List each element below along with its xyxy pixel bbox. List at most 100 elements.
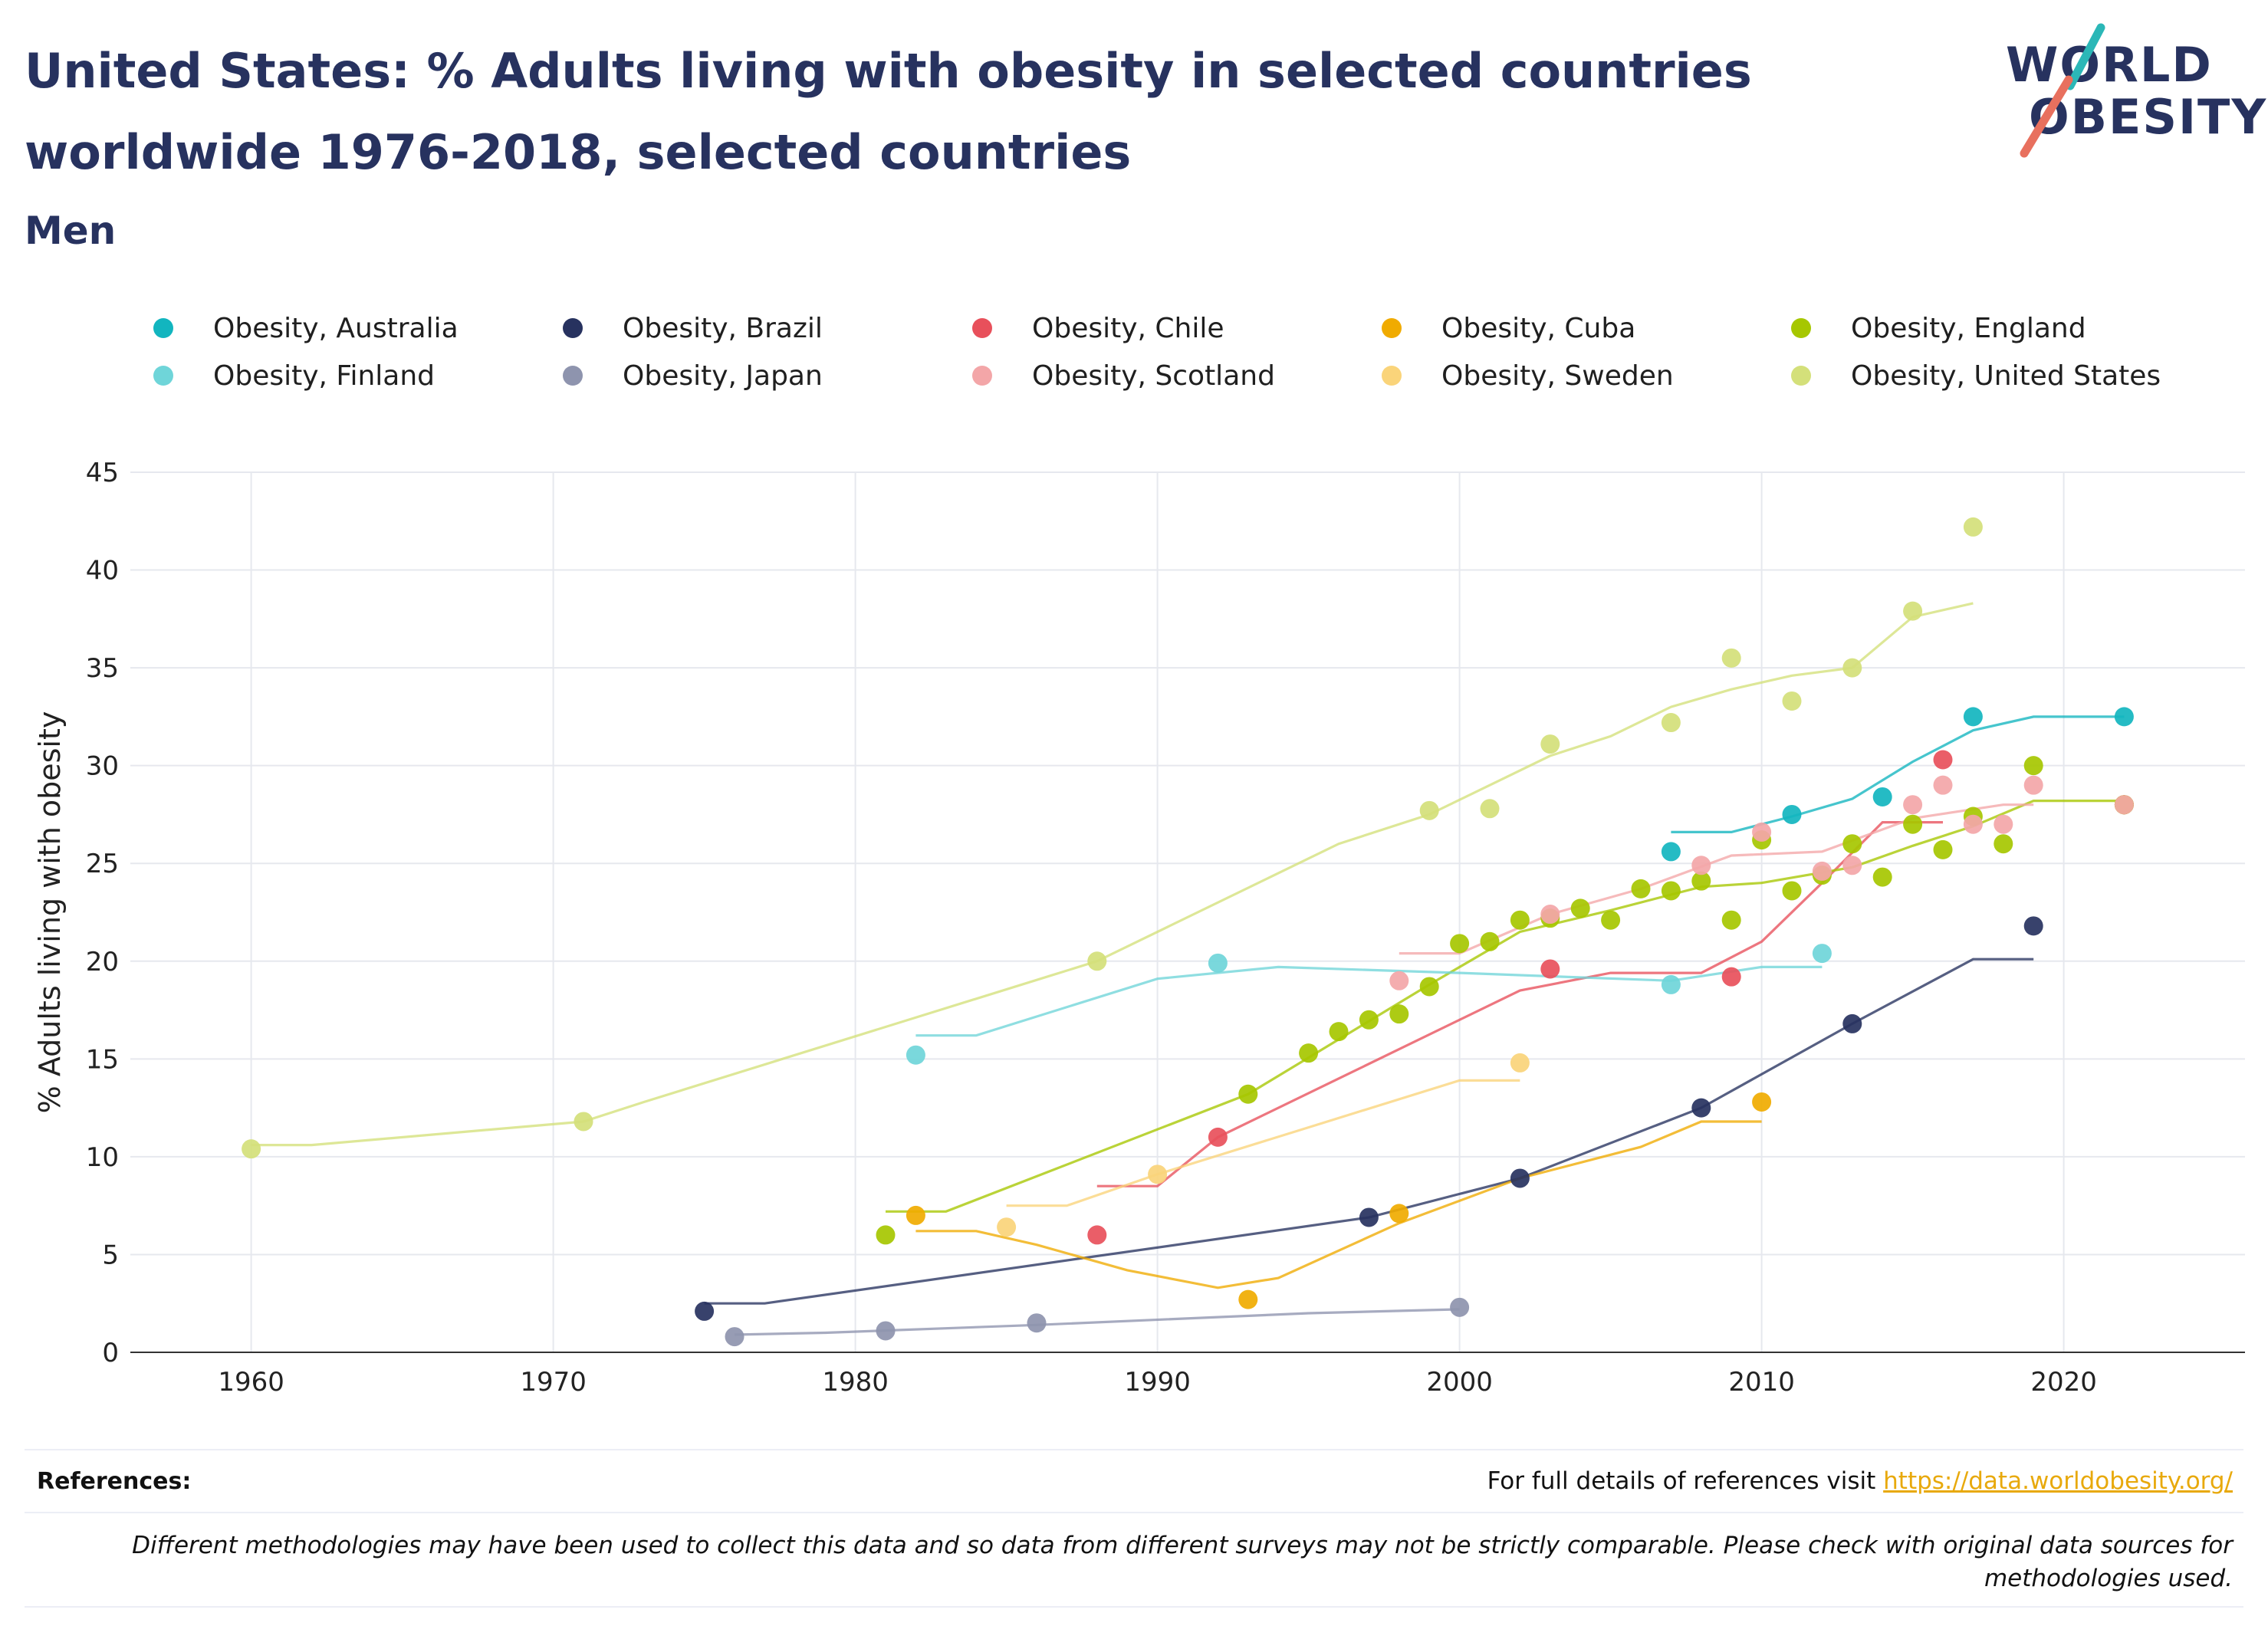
data-point-obesity-brazil-1997[interactable]: [1359, 1207, 1379, 1227]
data-point-obesity-cuba-1993[interactable]: [1238, 1289, 1258, 1309]
data-point-obesity-japan-2000[interactable]: [1450, 1297, 1470, 1317]
data-point-obesity-scotland-2008[interactable]: [1691, 856, 1711, 875]
data-point-obesity-sweden-1985[interactable]: [997, 1217, 1017, 1237]
data-point-obesity-england-2001[interactable]: [1480, 931, 1500, 951]
legend-item-obesity-cuba[interactable]: Obesity, Cuba: [1382, 305, 1635, 351]
data-point-obesity-sweden-1990[interactable]: [1148, 1164, 1168, 1184]
data-point-obesity-england-2005[interactable]: [1601, 910, 1621, 930]
data-point-obesity-england-1997[interactable]: [1359, 1010, 1379, 1030]
data-point-obesity-japan-1976[interactable]: [725, 1327, 744, 1347]
data-point-obesity-finland-1982[interactable]: [906, 1045, 925, 1065]
data-point-obesity-cuba-1998[interactable]: [1389, 1204, 1409, 1224]
data-point-obesity-united-states-2009[interactable]: [1721, 648, 1741, 668]
legend-item-obesity-scotland[interactable]: Obesity, Scotland: [972, 353, 1275, 399]
legend-item-obesity-sweden[interactable]: Obesity, Sweden: [1382, 353, 1674, 399]
chart-title-line1: United States: % Adults living with obes…: [25, 43, 1752, 99]
data-point-obesity-finland-2012[interactable]: [1812, 944, 1832, 964]
legend-marker-icon: [1791, 318, 1811, 338]
data-point-obesity-australia-2017[interactable]: [1963, 707, 1983, 727]
legend-marker-icon: [972, 366, 992, 386]
legend-item-obesity-japan[interactable]: Obesity, Japan: [563, 353, 823, 399]
data-point-obesity-united-states-1988[interactable]: [1087, 951, 1107, 971]
legend-label: Obesity, Scotland: [1032, 360, 1275, 392]
data-point-obesity-chile-2003[interactable]: [1540, 959, 1560, 979]
data-point-obesity-scotland-2016[interactable]: [1933, 775, 1953, 795]
data-point-obesity-england-2008[interactable]: [1691, 871, 1711, 891]
data-point-obesity-england-1999[interactable]: [1419, 977, 1439, 997]
data-point-obesity-scotland-2018[interactable]: [1994, 814, 2013, 834]
data-point-obesity-england-1993[interactable]: [1238, 1084, 1258, 1104]
data-point-obesity-scotland-2019[interactable]: [2023, 775, 2043, 795]
legend-item-obesity-england[interactable]: Obesity, England: [1791, 305, 2086, 351]
data-point-obesity-scotland-2013[interactable]: [1842, 856, 1862, 875]
data-point-obesity-scotland-1998[interactable]: [1389, 971, 1409, 990]
data-point-obesity-united-states-2007[interactable]: [1661, 713, 1681, 733]
y-tick-label-45: 45: [86, 458, 119, 488]
data-point-obesity-england-2006[interactable]: [1631, 879, 1651, 898]
x-tick-label-1960: 1960: [218, 1367, 284, 1398]
data-point-obesity-united-states-2001[interactable]: [1480, 799, 1500, 819]
data-point-obesity-australia-2014[interactable]: [1872, 787, 1892, 806]
data-point-obesity-england-2014[interactable]: [1872, 867, 1892, 887]
data-point-obesity-brazil-2002[interactable]: [1510, 1168, 1530, 1188]
data-point-obesity-united-states-1971[interactable]: [574, 1112, 593, 1132]
data-point-obesity-sweden-2002[interactable]: [1510, 1053, 1530, 1073]
data-point-obesity-united-states-1999[interactable]: [1419, 800, 1439, 820]
data-point-obesity-brazil-2008[interactable]: [1691, 1098, 1711, 1118]
data-point-obesity-japan-1986[interactable]: [1027, 1313, 1047, 1333]
data-point-obesity-england-2009[interactable]: [1721, 910, 1741, 930]
data-point-obesity-japan-1981[interactable]: [876, 1321, 896, 1341]
data-point-obesity-england-2011[interactable]: [1782, 881, 1802, 901]
data-point-obesity-england-1995[interactable]: [1299, 1043, 1319, 1063]
data-point-obesity-scotland-2012[interactable]: [1812, 861, 1832, 881]
data-point-obesity-australia-2007[interactable]: [1661, 842, 1681, 862]
data-point-obesity-chile-2009[interactable]: [1721, 967, 1741, 987]
references-link[interactable]: https://data.worldobesity.org/: [1883, 1467, 2233, 1495]
data-point-obesity-england-2004[interactable]: [1570, 898, 1590, 918]
data-point-obesity-brazil-2013[interactable]: [1842, 1013, 1862, 1033]
data-point-obesity-scotland-2010[interactable]: [1752, 822, 1772, 842]
data-point-obesity-australia-2022[interactable]: [2114, 707, 2134, 727]
data-point-obesity-england-1996[interactable]: [1329, 1022, 1349, 1042]
data-point-obesity-england-2000[interactable]: [1450, 934, 1470, 954]
data-point-obesity-england-2018[interactable]: [1994, 834, 2013, 854]
data-point-obesity-england-1998[interactable]: [1389, 1004, 1409, 1024]
data-point-obesity-chile-1988[interactable]: [1087, 1225, 1107, 1245]
data-point-obesity-scotland-2015[interactable]: [1903, 795, 1923, 815]
data-point-obesity-scotland-2022[interactable]: [2114, 795, 2134, 815]
references-text: For full details of references visit htt…: [1487, 1467, 2233, 1495]
data-point-obesity-cuba-1982[interactable]: [906, 1205, 925, 1225]
data-point-obesity-england-2015[interactable]: [1903, 814, 1923, 834]
data-point-obesity-finland-1992[interactable]: [1208, 953, 1228, 973]
data-point-obesity-scotland-2003[interactable]: [1540, 905, 1560, 925]
legend-item-obesity-australia[interactable]: Obesity, Australia: [153, 305, 459, 351]
data-point-obesity-united-states-1960[interactable]: [242, 1139, 261, 1159]
data-point-obesity-finland-2007[interactable]: [1661, 974, 1681, 994]
legend-marker-icon: [563, 366, 583, 386]
data-point-obesity-england-2007[interactable]: [1661, 881, 1681, 901]
data-point-obesity-united-states-2015[interactable]: [1903, 601, 1923, 621]
data-point-obesity-chile-2016[interactable]: [1933, 750, 1953, 770]
legend-label: Obesity, Sweden: [1441, 360, 1674, 392]
data-point-obesity-brazil-2019[interactable]: [2023, 916, 2043, 936]
legend-item-obesity-brazil[interactable]: Obesity, Brazil: [563, 305, 823, 351]
data-point-obesity-england-2016[interactable]: [1933, 839, 1953, 859]
data-point-obesity-chile-1992[interactable]: [1208, 1127, 1228, 1147]
data-point-obesity-england-2019[interactable]: [2023, 756, 2043, 776]
data-point-obesity-united-states-2011[interactable]: [1782, 691, 1802, 711]
trend-line-obesity-sweden: [1006, 1079, 1520, 1207]
y-tick-label-25: 25: [86, 849, 119, 879]
legend-item-obesity-chile[interactable]: Obesity, Chile: [972, 305, 1224, 351]
data-point-obesity-england-2002[interactable]: [1510, 910, 1530, 930]
data-point-obesity-england-2013[interactable]: [1842, 834, 1862, 854]
data-point-obesity-cuba-2010[interactable]: [1752, 1092, 1772, 1112]
data-point-obesity-united-states-2013[interactable]: [1842, 658, 1862, 678]
data-point-obesity-brazil-1975[interactable]: [695, 1301, 715, 1321]
data-point-obesity-england-1981[interactable]: [876, 1225, 896, 1245]
legend-item-obesity-finland[interactable]: Obesity, Finland: [153, 353, 435, 399]
data-point-obesity-united-states-2003[interactable]: [1540, 734, 1560, 754]
data-point-obesity-australia-2011[interactable]: [1782, 804, 1802, 824]
data-point-obesity-scotland-2017[interactable]: [1963, 814, 1983, 834]
legend-item-obesity-united-states[interactable]: Obesity, United States: [1791, 353, 2161, 399]
data-point-obesity-united-states-2017[interactable]: [1963, 517, 1983, 537]
